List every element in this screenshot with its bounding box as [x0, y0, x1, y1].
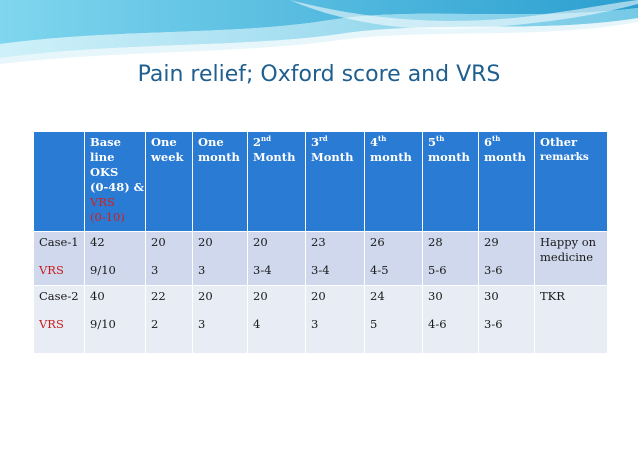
slide-title: Pain relief; Oxford score and VRS	[137, 62, 501, 87]
header-4th-month: 4th month	[364, 131, 423, 232]
case-label-cell: Case-2 VRS	[33, 285, 85, 354]
score-cell: 23 3-4	[305, 231, 365, 286]
score-cell: 28 5-6	[422, 231, 479, 286]
score-cell: 26 4-5	[364, 231, 423, 286]
score-cell: 22 2	[145, 285, 193, 354]
header-one-week: One week	[145, 131, 193, 232]
header-other-remarks: Other remarks	[534, 131, 608, 232]
score-cell: 29 3-6	[478, 231, 535, 286]
remark-cell: TKR	[534, 285, 608, 354]
score-cell: 20 3	[192, 285, 248, 354]
score-cell: 30 3-6	[478, 285, 535, 354]
header-6th-month: 6th month	[478, 131, 535, 232]
score-cell: 30 4-6	[422, 285, 479, 354]
score-cell: 20 4	[247, 285, 306, 354]
score-cell: 42 9/10	[84, 231, 146, 286]
score-cell: 20 3	[145, 231, 193, 286]
header-5th-month: 5th month	[422, 131, 479, 232]
header-baseline: Base line OKS (0-48) & VRS (0-10)	[84, 131, 146, 232]
header-case	[33, 131, 85, 232]
table-row-case-1: Case-1 VRS 42 9/10 20 3 20 3 20 3-4 23 3-4 26 4…	[33, 231, 608, 286]
score-cell: 24 5	[364, 285, 423, 354]
score-cell: 20 3	[192, 231, 248, 286]
pain-score-table: Base line OKS (0-48) & VRS (0-10) One we…	[33, 131, 608, 354]
case-label-cell: Case-1 VRS	[33, 231, 85, 286]
score-cell: 20 3	[305, 285, 365, 354]
table-header-row: Base line OKS (0-48) & VRS (0-10) One we…	[33, 131, 608, 232]
header-wave-decoration	[0, 0, 638, 64]
table-row-case-2: Case-2 VRS 40 9/10 22 2 20 3 20 4 20 3 24 5 30 4…	[33, 285, 608, 354]
header-one-month: One month	[192, 131, 248, 232]
header-2nd-month: 2nd Month	[247, 131, 306, 232]
header-3rd-month: 3rd Month	[305, 131, 365, 232]
remark-cell: Happy on medicine	[534, 231, 608, 286]
score-cell: 20 3-4	[247, 231, 306, 286]
score-cell: 40 9/10	[84, 285, 146, 354]
